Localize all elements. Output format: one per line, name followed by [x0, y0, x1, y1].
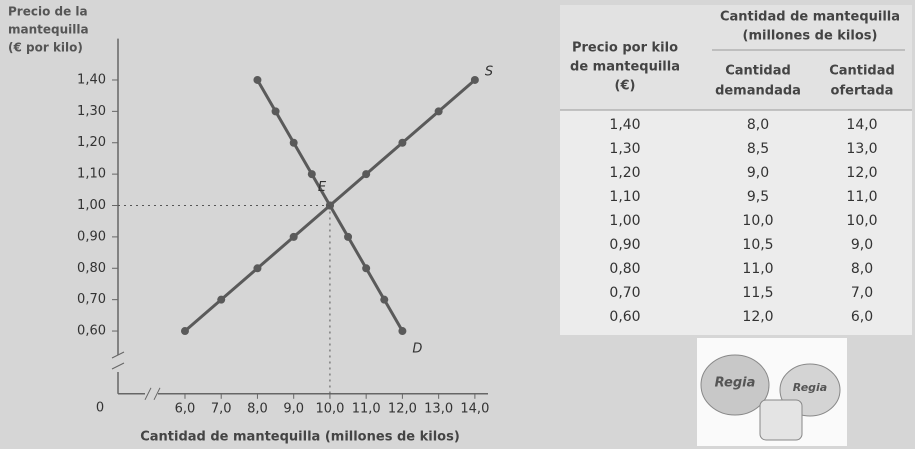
table-cell: 12,0: [742, 309, 773, 325]
point: [398, 327, 406, 335]
table-cell: 13,0: [846, 141, 877, 157]
point: [272, 107, 280, 115]
point: [380, 296, 388, 304]
x-tick-label: 9,0: [283, 401, 304, 416]
point: [435, 107, 443, 115]
table-cell: 9,0: [851, 237, 873, 253]
table-cell: 10,0: [742, 213, 773, 229]
x-tick-label: 10,0: [315, 401, 344, 416]
point: [181, 327, 189, 335]
table-cell: 0,70: [609, 285, 640, 301]
table-cell: 8,5: [747, 141, 769, 157]
brand: Regia: [715, 376, 756, 391]
x-label: Cantidad de mantequilla (millones de kil…: [140, 430, 460, 445]
x-tick-label: 13,0: [424, 401, 453, 416]
table-header: de mantequilla: [570, 60, 680, 75]
table-cell: 1,20: [609, 165, 640, 181]
y-tick-label: 1,20: [77, 135, 106, 150]
y-tick-label: 0,60: [77, 324, 106, 339]
page: Regia Regia Precio de la mantequilla (€ …: [0, 0, 915, 449]
table-cell: 0,90: [609, 237, 640, 253]
x-tick-label: 12,0: [388, 401, 417, 416]
table-header: Cantidad: [725, 64, 791, 79]
table-cell: 0,80: [609, 261, 640, 277]
table-header: Cantidad: [829, 64, 895, 79]
table-cell: 1,10: [609, 189, 640, 205]
y-tick-label: 1,10: [77, 167, 106, 182]
table-cell: 1,00: [609, 213, 640, 229]
series-label: D: [412, 342, 422, 357]
table-cell: 1,40: [609, 117, 640, 133]
point: [362, 170, 370, 178]
table-cell: 11,5: [742, 285, 773, 301]
y-tick-label: 0,80: [77, 261, 106, 276]
table-cell: 9,0: [747, 165, 769, 181]
table-header: (millones de kilos): [743, 29, 878, 44]
y-tick-label: 1,00: [77, 198, 106, 213]
point: [362, 264, 370, 272]
x-tick-label: 11,0: [352, 401, 381, 416]
equilibrium-label: E: [318, 180, 327, 195]
table-cell: 6,0: [851, 309, 873, 325]
x-tick-label: 7,0: [211, 401, 232, 416]
x-tick-label: 14,0: [460, 401, 489, 416]
point: [253, 264, 261, 272]
point: [308, 170, 316, 178]
x-tick-label: 8,0: [247, 401, 268, 416]
table-cell: 11,0: [742, 261, 773, 277]
point: [290, 233, 298, 241]
table-header: Cantidad de mantequilla: [720, 10, 900, 25]
table-cell: 7,0: [851, 285, 873, 301]
table-header: Precio por kilo: [572, 41, 678, 56]
point: [253, 76, 261, 84]
y-tick-label: 0,70: [77, 292, 106, 307]
y-label: mantequilla: [8, 23, 89, 37]
x-tick-label: 6,0: [175, 401, 196, 416]
table-cell: 14,0: [846, 117, 877, 133]
point: [217, 296, 225, 304]
product-image: Regia Regia: [697, 338, 847, 446]
origin-label: 0: [96, 401, 104, 416]
point: [471, 76, 479, 84]
table-header: ofertada: [831, 84, 894, 99]
table-cell: 8,0: [747, 117, 769, 133]
series-label: S: [485, 64, 493, 79]
y-tick-label: 1,30: [77, 104, 106, 119]
brand: Regia: [793, 381, 827, 394]
table-cell: 12,0: [846, 165, 877, 181]
table-header: demandada: [715, 84, 801, 99]
point: [290, 139, 298, 147]
y-tick-label: 1,40: [77, 72, 106, 87]
table-cell: 10,0: [846, 213, 877, 229]
table-cell: 0,60: [609, 309, 640, 325]
table-cell: 1,30: [609, 141, 640, 157]
tub: [760, 400, 802, 440]
table-cell: 9,5: [747, 189, 769, 205]
table-header: (€): [615, 79, 636, 94]
table-cell: 10,5: [742, 237, 773, 253]
y-tick-label: 0,90: [77, 229, 106, 244]
y-label: (€ por kilo): [8, 41, 83, 55]
y-label: Precio de la: [8, 5, 88, 19]
table-cell: 11,0: [846, 189, 877, 205]
point: [344, 233, 352, 241]
table-cell: 8,0: [851, 261, 873, 277]
point: [398, 139, 406, 147]
